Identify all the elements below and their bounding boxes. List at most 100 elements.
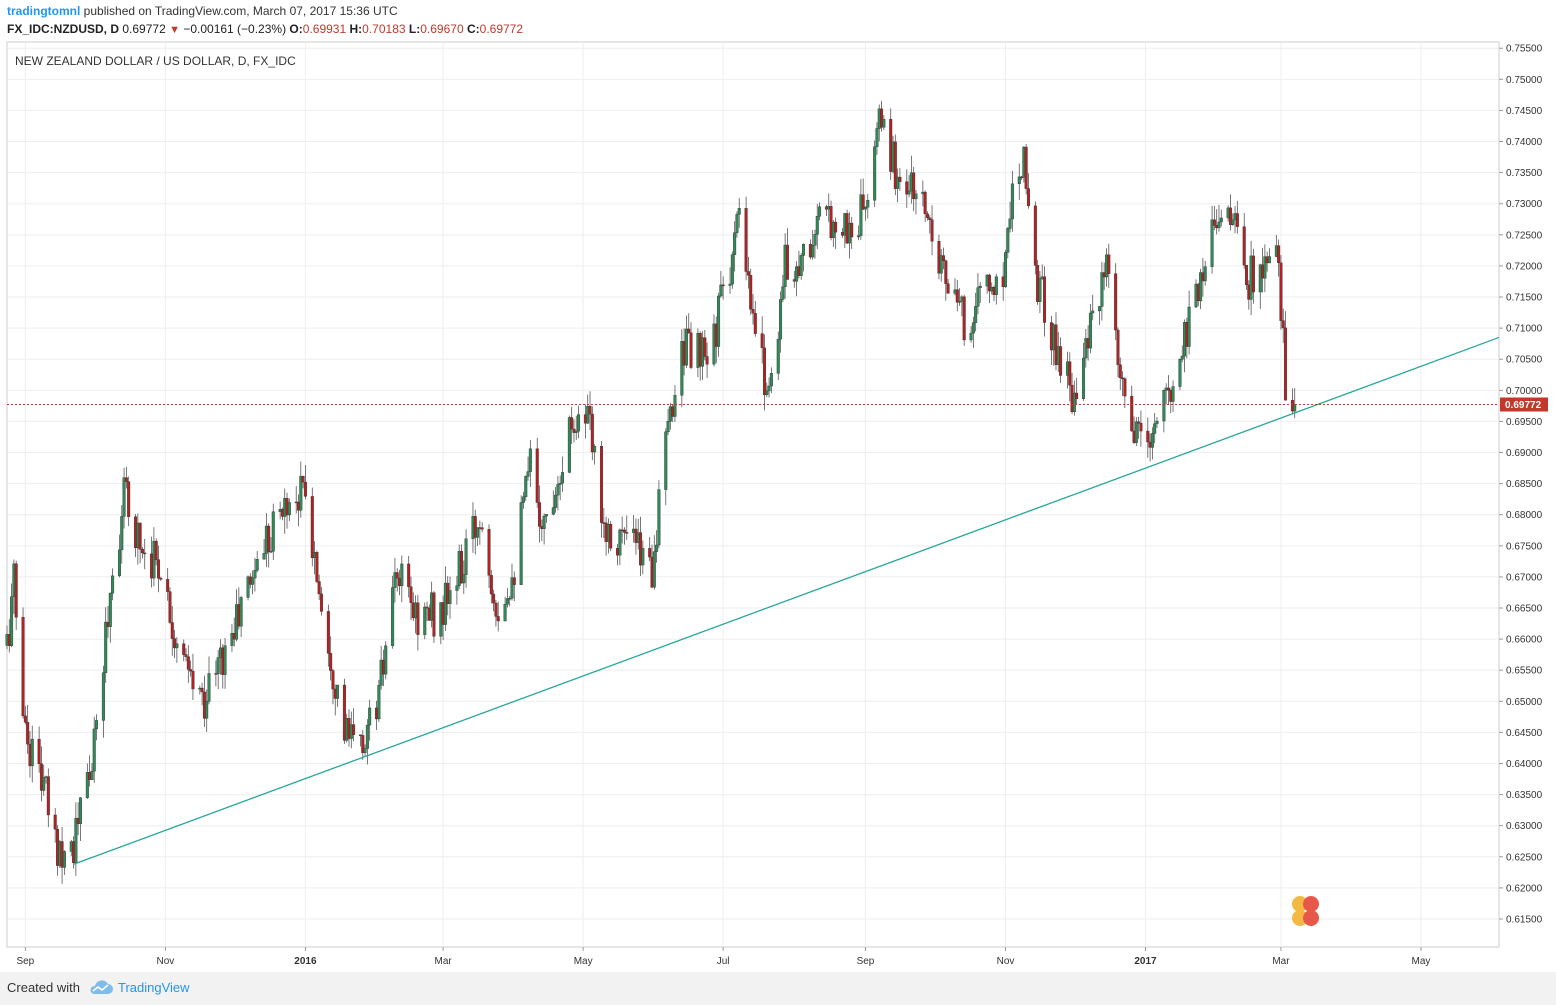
candle-up xyxy=(1187,306,1191,347)
candle-up xyxy=(767,385,771,392)
candle-down xyxy=(1043,276,1047,323)
candle-up xyxy=(391,587,395,646)
candle-down xyxy=(925,213,929,219)
candle-down xyxy=(880,108,884,128)
x-tick-label: Sep xyxy=(16,956,34,967)
y-tick-label: 0.73000 xyxy=(1506,199,1543,210)
candle-down xyxy=(687,328,691,334)
y-tick-label: 0.65500 xyxy=(1506,666,1543,677)
symbol-name: FX_IDC:NZDUSD, D xyxy=(7,22,120,36)
event-flag-icon[interactable] xyxy=(1303,896,1319,912)
candle-down xyxy=(191,670,195,690)
candle-down xyxy=(622,529,626,533)
high-value: 0.70183 xyxy=(362,22,406,36)
candle-up xyxy=(95,720,99,730)
candle-down xyxy=(1212,219,1216,226)
candle-up xyxy=(976,287,980,307)
event-flag-icon[interactable] xyxy=(1292,896,1308,912)
event-flag-icon[interactable] xyxy=(1303,910,1319,926)
candle-down xyxy=(930,219,934,242)
candle-up xyxy=(818,206,822,217)
candle-down xyxy=(689,332,693,368)
candle-up xyxy=(1006,228,1010,253)
candle-up xyxy=(526,471,530,477)
candle-down xyxy=(140,549,144,554)
candle-down xyxy=(317,581,321,595)
candle-down xyxy=(200,687,204,693)
x-tick-label: May xyxy=(1412,956,1431,967)
candle-down xyxy=(487,529,491,576)
x-tick-label: May xyxy=(574,956,593,967)
candle-down xyxy=(1075,392,1079,399)
y-tick-label: 0.62500 xyxy=(1506,852,1543,863)
price-axis[interactable]: 0.75500 0.75000 0.74500 0.74000 0.73500 0.730… xyxy=(1499,44,1543,926)
y-tick-label: 0.73500 xyxy=(1506,168,1543,179)
event-flag-icon[interactable] xyxy=(1292,910,1308,926)
candle-down xyxy=(1245,264,1249,286)
last-price-line-group: 0.69772 xyxy=(7,397,1548,412)
close-value: 0.69772 xyxy=(479,22,524,36)
candle-down xyxy=(1033,205,1037,266)
y-tick-label: 0.65000 xyxy=(1506,697,1543,708)
candle-up xyxy=(108,592,112,627)
candle-up xyxy=(813,234,817,246)
footer: Created with TradingView xyxy=(0,972,1556,1005)
candle-down xyxy=(928,217,932,220)
candle-down xyxy=(189,669,193,672)
candle-up xyxy=(1231,219,1235,225)
candle-down xyxy=(1228,207,1232,225)
chart-header: tradingtomnl published on TradingView.co… xyxy=(0,0,1556,40)
candle-down xyxy=(409,586,413,603)
tradingview-cloud-icon[interactable] xyxy=(88,980,114,996)
candle-up xyxy=(815,216,819,235)
candle-up xyxy=(657,489,661,546)
price-chart[interactable]: 0.69772 0.75500 0.75000 0.74500 0.74000 0.73… xyxy=(0,40,1556,972)
candle-up xyxy=(251,577,255,585)
y-tick-label: 0.69000 xyxy=(1506,448,1543,459)
last-value: 0.69772 xyxy=(122,22,166,36)
trendline-group[interactable] xyxy=(73,336,1500,865)
candle-up xyxy=(524,476,528,498)
publish-info: tradingtomnl published on TradingView.co… xyxy=(7,4,398,18)
plot-area[interactable] xyxy=(6,41,1500,948)
candle-up xyxy=(1293,404,1297,412)
candle-down xyxy=(37,738,41,764)
candle-up xyxy=(528,448,532,472)
candle-up xyxy=(586,405,590,424)
candle-down xyxy=(352,724,356,735)
x-tick-label: Jul xyxy=(717,956,730,967)
trendline[interactable] xyxy=(73,336,1500,865)
candle-down xyxy=(570,417,574,430)
y-tick-label: 0.64000 xyxy=(1506,759,1543,770)
candle-down xyxy=(1242,226,1246,266)
candle-up xyxy=(673,395,677,417)
candle-down xyxy=(1121,377,1125,380)
candle-up xyxy=(521,496,525,503)
candle-down xyxy=(762,347,766,395)
candle-up xyxy=(680,341,684,396)
candle-up xyxy=(205,701,209,719)
time-axis[interactable]: Sep Nov 2016 Mar May Jul Sep Nov 2017 Mar May xyxy=(16,947,1430,967)
candle-up xyxy=(1088,312,1092,349)
candle-up xyxy=(882,118,886,128)
candle-up xyxy=(120,516,124,551)
tradingview-link[interactable]: TradingView xyxy=(118,980,190,995)
candle-down xyxy=(46,776,50,816)
event-flags[interactable] xyxy=(1292,896,1319,926)
candle-down xyxy=(459,551,463,584)
candle-up xyxy=(508,598,512,600)
candle-down xyxy=(600,446,604,523)
candle-down xyxy=(1130,395,1134,432)
candle-down xyxy=(21,617,25,717)
candle-up xyxy=(978,285,982,288)
open-label: O: xyxy=(289,22,303,36)
candle-down xyxy=(173,638,177,649)
candle-up xyxy=(363,748,367,753)
candle-up xyxy=(1203,266,1207,282)
author-link[interactable]: tradingtomnl xyxy=(7,4,81,18)
candle-down xyxy=(893,141,897,189)
candle-up xyxy=(1082,357,1086,399)
candle-up xyxy=(476,527,480,538)
candle-up xyxy=(239,597,243,627)
candle-up xyxy=(735,214,739,233)
